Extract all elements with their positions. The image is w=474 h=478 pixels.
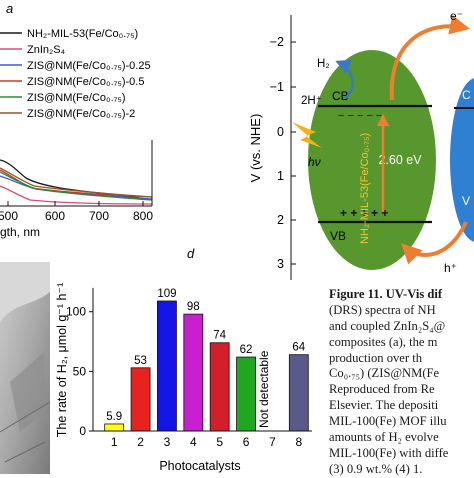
potential-axis-label: V (vs. NHE) — [248, 114, 263, 183]
bar-value-label: 98 — [187, 301, 200, 313]
y-axis-label: The rate of H₂, μmol g⁻¹ h⁻¹ — [55, 283, 69, 437]
bandgap-label: 2.60 eV — [378, 153, 422, 167]
h2-label: H₂ — [317, 58, 330, 70]
not-detectable-annotation: Not detectable — [257, 350, 271, 428]
uvvis-xlabel: gth, nm — [0, 225, 40, 239]
figure-caption: Figure 11. UV-Vis dif (DRS) spectra of N… — [329, 287, 474, 478]
caption-line: amounts of H₂ evolve — [329, 430, 439, 445]
bar-2 — [130, 367, 151, 432]
legend-label-5: ZIS@NM(Fe/Co₀.₇₅) — [27, 92, 126, 104]
caption-line: MIL-100(Fe) MOF illu — [329, 414, 447, 429]
bar-5 — [209, 342, 230, 432]
y-tick-label: 0 — [79, 424, 86, 438]
hv-label: hν — [308, 155, 321, 169]
right-semiconductor — [450, 78, 474, 242]
electron-transfer-arrow — [389, 14, 470, 101]
panel-label-a: a — [6, 1, 13, 16]
x-axis-label: Photocatalysts — [159, 459, 240, 473]
bar-value-label: 53 — [134, 355, 147, 367]
bar-value-label: 5.9 — [106, 411, 122, 423]
spectrum-zis-1 — [0, 171, 153, 201]
legend-label-6: ZIS@NM(Fe/Co₀.₇₅)-2 — [27, 108, 135, 120]
cb-label: CB — [332, 89, 349, 103]
uvvis-tick-500: 500 — [0, 209, 18, 223]
axis-tick-neg1: −1 — [270, 80, 284, 94]
axis-tick-3: 3 — [277, 257, 284, 271]
category-label: 8 — [295, 435, 302, 449]
hole-label: h⁺ — [444, 261, 457, 275]
tem-image — [0, 262, 50, 474]
uvvis-panel: a NH₂-MIL-53(Fe/Co₀.₇₅) ZnIn₂S₄ ZIS@NM(F… — [0, 1, 153, 239]
bar-value-label: 74 — [213, 330, 226, 342]
caption-line: (DRS) spectra of NH — [329, 302, 436, 317]
legend-label-1: NH₂-MIL-53(Fe/Co₀.₇₅) — [27, 28, 138, 40]
axis-tick-1: 1 — [277, 169, 284, 183]
y-tick-label: 100 — [66, 305, 86, 319]
proton-label: 2H⁺ — [301, 95, 322, 107]
panel-label-d: d — [187, 246, 195, 261]
category-label: 2 — [137, 435, 144, 449]
bar-4 — [183, 313, 204, 432]
hole-transfer-arrow — [401, 221, 468, 265]
legend-label-4: ZIS@NM(Fe/Co₀.₇₅)-0.5 — [27, 76, 144, 88]
category-label: 5 — [216, 435, 223, 449]
bar-3 — [157, 300, 177, 432]
category-label: 4 — [190, 435, 197, 449]
caption-line: production over th — [329, 350, 423, 365]
caption-line: Elsevier. The depositi — [329, 398, 439, 413]
bar-6 — [236, 356, 256, 432]
axis-tick-0: 0 — [277, 125, 284, 139]
minus-charges: − − − − − — [338, 110, 382, 122]
light-bolt-icon — [292, 122, 322, 148]
category-label: 1 — [111, 435, 118, 449]
axis-tick-neg2: −2 — [270, 35, 284, 49]
category-label: 7 — [269, 435, 276, 449]
material-label: NH₂-MIL-53(Fe/Co₀.₇₅) — [359, 133, 371, 244]
legend-label-3: ZIS@NM(Fe/Co₀.₇₅)-0.25 — [27, 60, 151, 72]
uvvis-tick-600: 600 — [45, 209, 65, 223]
bar-1 — [104, 423, 125, 432]
bar-value-label: 64 — [292, 342, 305, 354]
vb-label: VB — [330, 229, 346, 243]
legend-label-2: ZnIn₂S₄ — [27, 44, 66, 56]
spectrum-znin2s4 — [0, 185, 153, 205]
bar-8 — [288, 354, 309, 432]
category-label: 3 — [164, 435, 171, 449]
h2-rate-chart: d The rate of H₂, μmol g⁻¹ h⁻¹ 0 50 100 5.… — [55, 246, 312, 473]
caption-line: Reproduced from Re — [329, 382, 435, 397]
bar-value-label: 109 — [157, 288, 176, 300]
caption-line: Figure 11. UV-Vis dif — [329, 287, 443, 301]
caption-line: MIL-100(Fe) with diffe — [329, 445, 449, 460]
uvvis-legend: NH₂-MIL-53(Fe/Co₀.₇₅) ZnIn₂S₄ ZIS@NM(Fe/… — [0, 28, 151, 120]
plus-charges: + + + + + — [340, 206, 388, 220]
y-tick-label: 50 — [73, 364, 87, 378]
band-diagram: −2 −1 0 1 2 3 V (vs. NHE) C V CB VB − − … — [248, 9, 474, 280]
caption-line: and coupled ZnIn₂S₄@ — [329, 318, 446, 333]
caption-line: composites (a), the m — [329, 334, 438, 349]
electron-label: e⁻ — [450, 9, 463, 23]
bar-value-label: 62 — [240, 344, 253, 356]
right-cb-label: C — [462, 88, 471, 102]
caption-line: (3) 0.9 wt.% (4) 1. — [329, 461, 423, 476]
uvvis-tick-800: 800 — [133, 209, 153, 223]
uvvis-tick-700: 700 — [89, 209, 109, 223]
right-vb-label: V — [462, 194, 470, 208]
h2-evolution-arrow — [335, 59, 354, 99]
caption-line: Co₀.₇₅) (ZIS@NM(Fe — [329, 366, 440, 381]
category-label: 6 — [243, 435, 250, 449]
spectrum-zis-2 — [0, 167, 153, 198]
spectra-curves — [0, 159, 153, 205]
axis-tick-2: 2 — [277, 213, 284, 227]
